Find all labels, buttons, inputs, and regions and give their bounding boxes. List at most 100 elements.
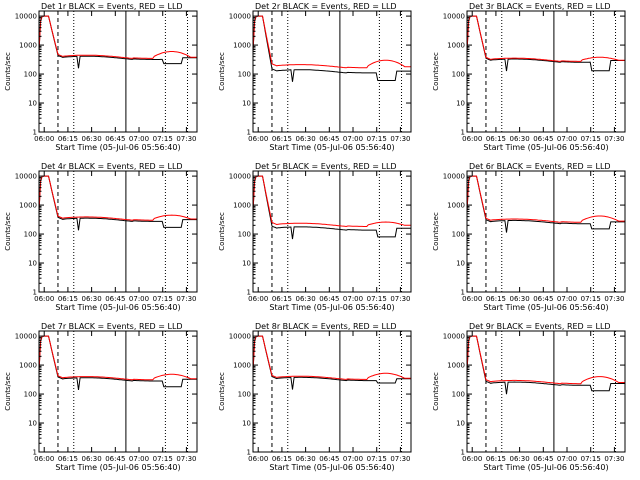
x-tick-label: 06:00	[248, 295, 268, 303]
x-tick-label: 07:15	[153, 135, 173, 143]
y-tick-label: 1	[461, 289, 465, 297]
y-tick-label: 10	[242, 260, 251, 268]
x-tick-label: 06:30	[510, 295, 530, 303]
x-tick-label: 06:30	[296, 295, 316, 303]
lld-series-line	[466, 335, 625, 385]
lld-series-line	[252, 335, 411, 381]
lld-series-line	[38, 15, 197, 59]
x-tick-label: 06:00	[462, 295, 482, 303]
x-tick-label: 07:30	[604, 455, 624, 463]
chart-panel: Det 2r BLACK = Events, RED = LLD 1 10 100 10…	[218, 2, 412, 152]
chart-panel: Det 6r BLACK = Events, RED = LLD 1 10 100 10…	[432, 162, 626, 312]
y-axis-label: Counts/sec	[432, 372, 440, 411]
y-tick-label: 100	[452, 71, 465, 79]
x-tick-label: 07:15	[153, 295, 173, 303]
x-tick-label: 06:15	[486, 135, 506, 143]
events-series-line	[252, 175, 411, 240]
y-tick-label: 1000	[19, 362, 37, 370]
x-tick-label: 06:30	[82, 455, 102, 463]
chart-title: Det 5r BLACK = Events, RED = LLD	[255, 162, 397, 171]
x-tick-label: 07:30	[604, 295, 624, 303]
x-tick-label: 06:00	[34, 135, 54, 143]
x-tick-label: 06:45	[105, 135, 125, 143]
lld-series-line	[38, 175, 197, 221]
events-series-line	[252, 15, 411, 82]
y-tick-label: 1000	[447, 362, 465, 370]
x-tick-label: 06:15	[58, 295, 78, 303]
x-tick-label: 07:00	[343, 455, 363, 463]
chart-title: Det 1r BLACK = Events, RED = LLD	[41, 2, 183, 11]
x-tick-label: 06:15	[58, 135, 78, 143]
x-tick-label: 06:15	[486, 295, 506, 303]
x-tick-label: 07:00	[343, 295, 363, 303]
events-series-line	[38, 175, 197, 231]
x-tick-label: 07:00	[557, 455, 577, 463]
x-axis-label: Start Time (05-Jul-06 05:56:40)	[55, 143, 180, 152]
y-tick-label: 10000	[15, 13, 37, 21]
x-tick-label: 06:30	[82, 135, 102, 143]
y-tick-label: 1	[247, 449, 251, 457]
x-tick-label: 06:00	[34, 455, 54, 463]
chart-title: Det 6r BLACK = Events, RED = LLD	[469, 162, 611, 171]
chart-panel: Det 5r BLACK = Events, RED = LLD 1 10 100 10…	[218, 162, 412, 312]
plot-frame	[252, 330, 412, 453]
x-tick-label: 06:15	[272, 135, 292, 143]
y-tick-label: 100	[238, 71, 251, 79]
events-series-line	[38, 15, 197, 69]
x-tick-label: 06:00	[462, 455, 482, 463]
lld-series-line	[466, 15, 625, 62]
x-tick-label: 06:30	[296, 455, 316, 463]
y-tick-label: 1	[247, 129, 251, 137]
y-tick-label: 1	[247, 289, 251, 297]
y-tick-label: 1000	[19, 202, 37, 210]
x-tick-label: 06:15	[58, 455, 78, 463]
x-tick-label: 07:30	[390, 455, 410, 463]
chart-title: Det 2r BLACK = Events, RED = LLD	[255, 2, 397, 11]
x-axis-label: Start Time (05-Jul-06 05:56:40)	[55, 303, 180, 312]
x-tick-label: 07:15	[581, 295, 601, 303]
x-tick-label: 07:15	[367, 455, 387, 463]
events-series-line	[466, 15, 625, 72]
x-tick-label: 07:00	[129, 295, 149, 303]
x-tick-label: 06:45	[533, 135, 553, 143]
plot-frame	[466, 170, 626, 293]
x-tick-label: 07:15	[581, 455, 601, 463]
x-tick-label: 06:30	[296, 135, 316, 143]
y-axis-label: Counts/sec	[218, 372, 226, 411]
y-tick-label: 10	[456, 260, 465, 268]
x-tick-label: 07:30	[176, 135, 196, 143]
y-tick-label: 10000	[15, 173, 37, 181]
plot-frame	[38, 10, 198, 133]
events-series-line	[38, 335, 197, 390]
x-axis-label: Start Time (05-Jul-06 05:56:40)	[269, 463, 394, 472]
x-tick-label: 07:00	[557, 295, 577, 303]
x-tick-label: 07:00	[129, 455, 149, 463]
y-tick-label: 1	[461, 129, 465, 137]
y-tick-label: 10000	[15, 333, 37, 341]
chart-panel: Det 8r BLACK = Events, RED = LLD 1 10 100 10…	[218, 322, 412, 472]
y-tick-label: 10000	[443, 333, 465, 341]
x-tick-label: 06:00	[248, 135, 268, 143]
x-tick-label: 06:45	[533, 455, 553, 463]
plot-frame	[252, 170, 412, 293]
plot-frame	[466, 10, 626, 133]
lld-series-line	[466, 175, 625, 223]
y-tick-label: 1000	[19, 42, 37, 50]
events-series-line	[252, 335, 411, 390]
y-tick-label: 10000	[229, 13, 251, 21]
chart-panel: Det 4r BLACK = Events, RED = LLD 1 10 100 10…	[4, 162, 198, 312]
x-tick-label: 06:00	[34, 295, 54, 303]
x-tick-label: 06:30	[82, 295, 102, 303]
x-tick-label: 06:15	[272, 455, 292, 463]
y-tick-label: 10	[28, 260, 37, 268]
chart-panel: Det 3r BLACK = Events, RED = LLD 1 10 100 10…	[432, 2, 626, 152]
y-tick-label: 10000	[443, 173, 465, 181]
x-tick-label: 07:15	[153, 455, 173, 463]
y-tick-label: 10000	[443, 13, 465, 21]
y-tick-label: 1	[33, 449, 37, 457]
plot-frame	[252, 10, 412, 133]
events-series-line	[466, 335, 625, 395]
y-axis-label: Counts/sec	[4, 52, 12, 91]
x-tick-label: 07:15	[367, 135, 387, 143]
